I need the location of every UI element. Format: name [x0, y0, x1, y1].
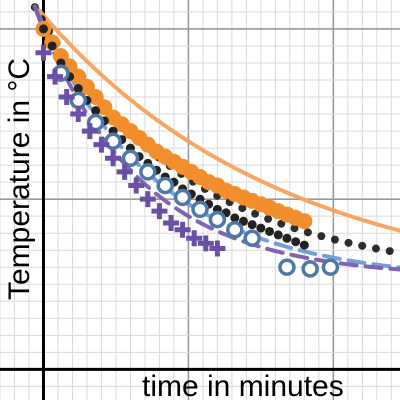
data-point	[301, 260, 319, 278]
data-point	[291, 237, 301, 247]
data-point	[197, 235, 214, 252]
data-point	[296, 213, 313, 230]
data-point	[35, 44, 52, 61]
data-point	[70, 106, 87, 123]
y-axis-label: Temperature in °C	[3, 58, 36, 300]
data-point	[226, 221, 244, 239]
data-point	[278, 258, 296, 276]
data-point	[238, 216, 248, 226]
data-point	[139, 163, 157, 181]
data-point	[173, 188, 192, 207]
data-point	[38, 24, 48, 34]
data-point	[156, 176, 174, 195]
data-point	[47, 68, 64, 85]
fit-curve-2	[30, 3, 400, 257]
data-point	[105, 150, 122, 167]
data-points	[35, 20, 340, 278]
data-point	[256, 223, 266, 233]
fit-curve-1	[32, 3, 400, 233]
data-point	[209, 240, 226, 257]
x-axis-label: time in minutes	[142, 370, 344, 400]
data-point	[191, 200, 209, 219]
data-point	[139, 191, 156, 208]
data-point	[121, 149, 140, 168]
data-point	[273, 230, 283, 240]
data-point	[81, 123, 98, 140]
data-point	[186, 230, 203, 247]
data-point	[230, 213, 240, 223]
data-point	[151, 203, 168, 220]
data-point	[243, 229, 261, 248]
data-point	[247, 220, 257, 230]
data-point	[104, 132, 122, 151]
data-point	[174, 221, 191, 238]
data-point	[265, 226, 275, 236]
data-point	[116, 163, 133, 180]
data-point	[93, 136, 110, 153]
data-point	[47, 41, 57, 51]
data-point	[282, 233, 292, 243]
data-point	[163, 214, 180, 231]
data-point	[73, 84, 83, 94]
data-point	[321, 258, 340, 276]
data-point	[91, 106, 101, 116]
data-point	[58, 89, 75, 106]
data-point	[128, 177, 145, 194]
data-point	[299, 240, 309, 250]
data-point	[208, 210, 227, 229]
